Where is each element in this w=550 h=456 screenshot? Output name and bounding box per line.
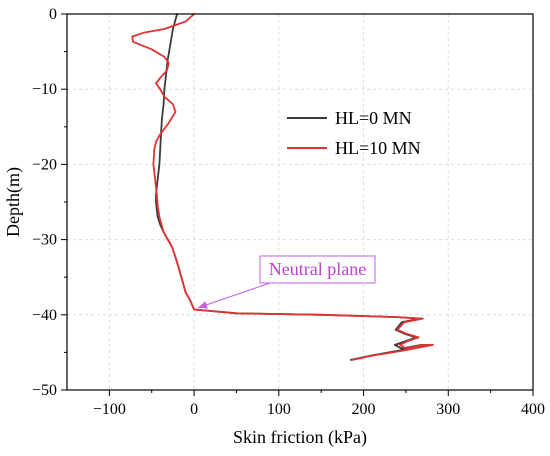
tick-layer: −100 0 100 200 300 400 0 −10 −20 −30 −40 −50 bbox=[32, 6, 545, 418]
y-axis-title: Depth(m) bbox=[3, 167, 24, 237]
annotation-box bbox=[259, 255, 376, 284]
y-tick-label: −40 bbox=[32, 307, 57, 324]
legend: HL=0 MN HL=10 MN bbox=[287, 108, 421, 158]
x-tick-label: 200 bbox=[352, 401, 376, 418]
neutral-plane-annotation: Neutral plane bbox=[197, 255, 376, 309]
grid-layer bbox=[67, 13, 534, 391]
x-tick-label: 300 bbox=[436, 401, 460, 418]
axis-layer bbox=[66, 13, 534, 391]
y-tick-label: −10 bbox=[32, 81, 57, 98]
y-tick-label: −50 bbox=[32, 382, 57, 399]
annotation-arrowhead bbox=[198, 301, 208, 309]
annotation-label: Neutral plane bbox=[269, 259, 366, 279]
y-tick-label: −30 bbox=[32, 232, 57, 249]
x-tick-label: −100 bbox=[93, 401, 126, 418]
annotation-arrow bbox=[197, 282, 271, 309]
y-tick-label: −20 bbox=[32, 156, 57, 173]
series-layer bbox=[131, 13, 434, 361]
series-line-hl-0 bbox=[155, 13, 431, 361]
plot-frame bbox=[66, 13, 534, 391]
y-tick-label: 0 bbox=[49, 6, 57, 23]
series-line-hl-10 bbox=[131, 13, 434, 361]
x-tick-label: 0 bbox=[190, 401, 198, 418]
x-tick-label: 100 bbox=[267, 401, 291, 418]
x-axis-title: Skin friction (kPa) bbox=[233, 427, 367, 448]
legend-label-hl-0: HL=0 MN bbox=[335, 108, 412, 128]
legend-label-hl-10: HL=10 MN bbox=[335, 138, 421, 158]
x-tick-label: 400 bbox=[521, 401, 545, 418]
